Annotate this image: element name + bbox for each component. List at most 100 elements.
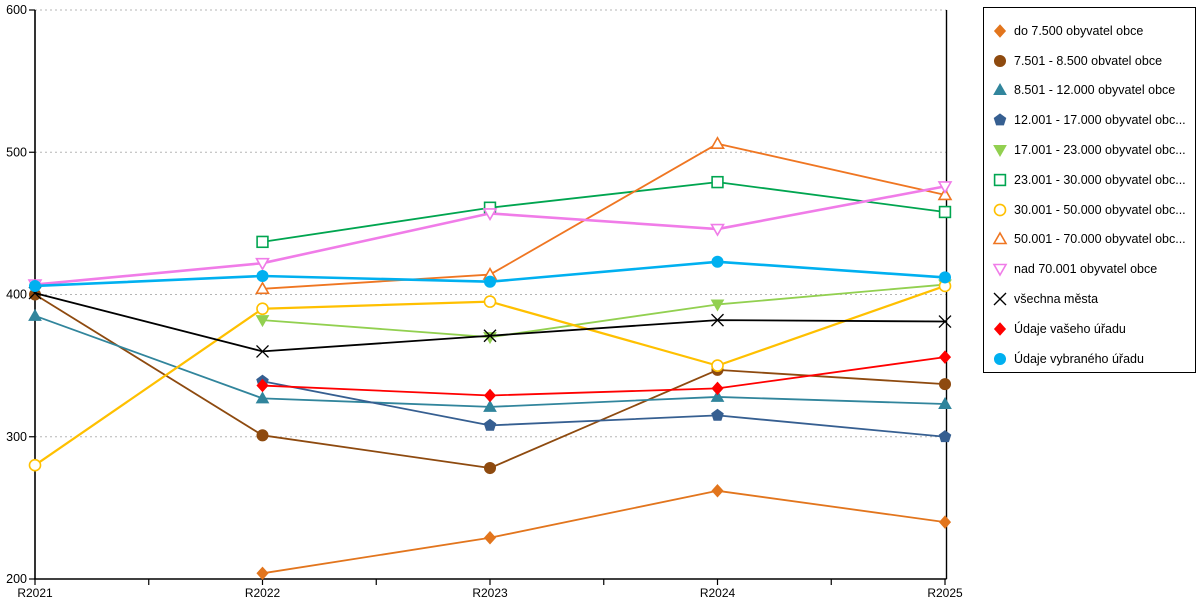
diamond-marker-icon [711, 484, 724, 498]
triangle-up-marker-icon [483, 399, 497, 412]
circle-marker-icon [483, 462, 497, 475]
legend-item-7: 50.001 - 70.000 obyvatel obc... [992, 225, 1189, 255]
circle-marker-icon [256, 429, 269, 442]
legend-item-1: 7.501 - 8.500 obvatel obce [992, 46, 1189, 76]
circle-legend-icon [993, 203, 1007, 216]
square-marker-icon [993, 173, 1007, 187]
series-path [261, 380, 946, 438]
diamond-legend-icon [993, 24, 1007, 38]
triangle-down-marker-icon [710, 299, 725, 312]
triangle-up-marker-icon [710, 136, 725, 150]
legend-label: 7.501 - 8.500 obvatel obce [1014, 53, 1163, 68]
triangle-up-marker-icon [255, 391, 270, 404]
legend-item-5: 23.001 - 30.000 obyvatel obc... [992, 165, 1189, 195]
circle-marker-icon [256, 302, 269, 316]
series-line-1 [28, 288, 952, 475]
circle-marker-icon [993, 54, 1007, 67]
triangle-down-marker-icon [482, 208, 498, 222]
circle-legend-icon [993, 54, 1007, 67]
legend-label: 30.001 - 50.000 obyvatel obc... [1014, 202, 1186, 217]
pentagon-legend-icon [993, 113, 1007, 126]
diamond-legend-icon [993, 322, 1007, 336]
legend-item-0: do 7.500 obyvatel obce [992, 16, 1189, 46]
legend-label: 23.001 - 30.000 obyvatel obc... [1014, 172, 1186, 187]
legend-item-6: 30.001 - 50.000 obyvatel obc... [992, 195, 1189, 225]
x-marker-icon [993, 292, 1007, 306]
series-line-0 [256, 484, 952, 581]
diamond-marker-icon [256, 566, 269, 581]
diamond-marker-icon [483, 388, 497, 403]
x-marker-icon [711, 313, 724, 327]
circle-marker-icon [711, 359, 724, 372]
series-line-3 [256, 374, 952, 443]
pentagon-marker-icon [938, 430, 952, 443]
legend-label: do 7.500 obyvatel obce [1014, 23, 1144, 38]
x-tick-label: R2024 [700, 586, 736, 600]
circle-marker-icon [28, 279, 42, 292]
circle-legend-icon [993, 352, 1007, 365]
x-tick-label: R2025 [927, 586, 963, 600]
y-tick-label: 400 [6, 288, 27, 302]
x-marker-icon [938, 315, 952, 328]
diamond-marker-icon [993, 322, 1007, 336]
series-path [261, 489, 946, 575]
circle-marker-icon [938, 378, 952, 391]
diamond-marker-icon [993, 24, 1007, 38]
triangle-up-marker-icon [992, 231, 1008, 245]
legend-label: všechna města [1014, 292, 1099, 307]
legend-label: Údaje vašeho úřadu [1014, 321, 1126, 336]
x-stroke [256, 344, 269, 358]
triangle-down-marker-icon [483, 332, 497, 345]
triangle-down-marker-icon [937, 181, 953, 195]
circle-marker-icon [993, 203, 1007, 216]
triangle-down-legend-icon [992, 263, 1008, 277]
pentagon-marker-icon [993, 113, 1007, 126]
diamond-marker-icon [256, 378, 269, 393]
x-stroke [938, 315, 952, 328]
series-path [261, 181, 946, 243]
triangle-up-legend-icon [993, 83, 1007, 96]
circle-marker-icon [483, 275, 497, 288]
y-tick-label: 300 [6, 430, 27, 444]
diamond-marker-icon [711, 381, 724, 396]
x-stroke [711, 313, 724, 327]
pentagon-marker-icon [711, 408, 724, 421]
triangle-up-marker-icon [937, 187, 953, 201]
triangle-up-marker-icon [993, 83, 1007, 96]
circle-marker-icon [483, 295, 497, 308]
square-legend-icon [993, 173, 1007, 187]
y-tick-label: 500 [6, 145, 27, 159]
pentagon-marker-icon [483, 418, 497, 431]
legend-label: Údaje vybraného úřadu [1014, 351, 1144, 366]
legend-item-10: Údaje vašeho úřadu [992, 314, 1189, 344]
square-marker-icon [711, 175, 724, 189]
x-marker-icon [256, 344, 269, 358]
circle-marker-icon [938, 271, 952, 284]
series-line-11 [28, 255, 952, 292]
legend-item-3: 12.001 - 17.000 obyvatel obc... [992, 105, 1189, 135]
legend-item-8: nad 70.001 obyvatel obce [992, 254, 1189, 284]
x-tick-label: R2023 [472, 586, 508, 600]
circle-marker-icon [993, 352, 1007, 365]
circle-marker-icon [711, 255, 724, 268]
y-tick-label: 600 [6, 3, 27, 17]
triangle-up-marker-icon [710, 389, 725, 402]
diamond-marker-icon [938, 350, 952, 364]
circle-marker-icon [28, 458, 42, 472]
series-line-5 [256, 175, 952, 249]
series-line-7 [255, 136, 953, 295]
triangle-up-legend-icon [992, 231, 1008, 245]
legend: do 7.500 obyvatel obce 7.501 - 8.500 obva… [983, 7, 1196, 373]
gridlines [35, 9, 947, 438]
square-marker-icon [256, 235, 269, 249]
series-path [261, 356, 946, 397]
legend-item-9: všechna města [992, 284, 1189, 314]
triangle-up-marker-icon [255, 281, 270, 295]
series-line-6 [28, 279, 952, 472]
triangle-up-marker-icon [28, 308, 42, 321]
triangle-up-marker-icon [938, 397, 952, 410]
legend-label: 17.001 - 23.000 obyvatel obc... [1014, 143, 1186, 158]
legend-item-11: Údaje vybraného úřadu [992, 344, 1189, 374]
